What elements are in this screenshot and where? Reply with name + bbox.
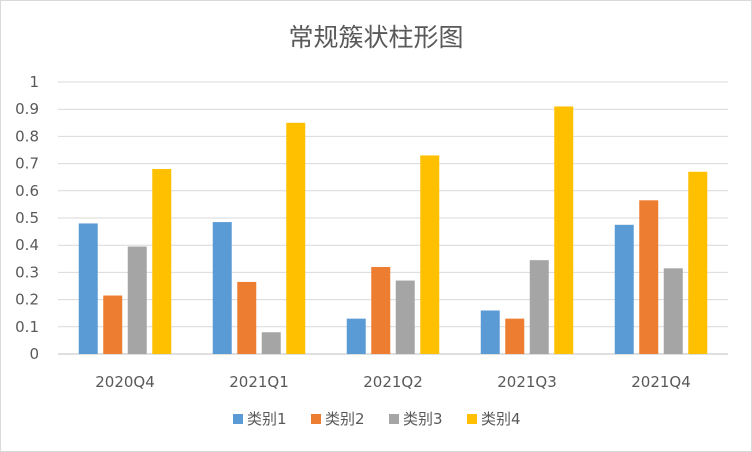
legend-swatch: [467, 414, 477, 424]
legend-label: 类别2: [325, 410, 365, 428]
y-tick-label: 0.4: [15, 236, 39, 254]
bar-2021Q1-类别3: [261, 332, 281, 354]
bar-2021Q4-类别3: [663, 268, 683, 354]
bar-2021Q4-类别2: [639, 200, 659, 354]
y-tick-label: 0.6: [15, 182, 39, 200]
bar-2021Q3-类别4: [554, 106, 574, 354]
bar-2021Q1-类别1: [212, 222, 232, 354]
x-tick-label: 2021Q3: [497, 373, 557, 391]
x-tick-label: 2021Q2: [363, 373, 423, 391]
bars: [78, 106, 708, 354]
bar-2020Q4-类别1: [78, 223, 98, 354]
x-tick-label: 2021Q4: [631, 373, 691, 391]
legend-label: 类别4: [481, 410, 521, 428]
chart-title: 常规簇状柱形图: [288, 23, 463, 52]
bar-2021Q2-类别2: [371, 266, 391, 354]
bar-2020Q4-类别3: [127, 246, 147, 354]
x-tick-label: 2020Q4: [95, 373, 155, 391]
legend: 类别1 类别2 类别3 类别4: [233, 410, 521, 428]
bar-2021Q2-类别4: [420, 155, 440, 354]
x-tick-label: 2021Q1: [229, 373, 289, 391]
legend-label: 类别3: [403, 410, 443, 428]
bar-2021Q4-类别4: [688, 171, 708, 354]
x-axis-ticks: 2020Q4 2021Q1 2021Q2 2021Q3 2021Q4: [95, 373, 691, 391]
y-tick-label: 0.9: [15, 100, 39, 118]
y-tick-label: 0.7: [15, 155, 39, 173]
bar-2021Q2-类别3: [395, 280, 415, 354]
bar-2020Q4-类别2: [103, 295, 123, 354]
legend-swatch: [389, 414, 399, 424]
y-tick-label: 0.5: [15, 209, 39, 227]
bar-2021Q3-类别1: [480, 310, 500, 354]
y-tick-label: 1: [29, 73, 39, 91]
y-tick-label: 0.8: [15, 127, 39, 145]
legend-swatch: [233, 414, 243, 424]
y-tick-label: 0: [29, 345, 39, 363]
bar-2021Q1-类别4: [286, 122, 306, 354]
bar-2021Q1-类别2: [237, 281, 257, 354]
bar-2021Q4-类别1: [614, 224, 634, 354]
y-tick-label: 0.1: [15, 318, 39, 336]
legend-label: 类别1: [247, 410, 287, 428]
bar-2021Q3-类别2: [505, 318, 525, 354]
y-tick-label: 0.2: [15, 291, 39, 309]
bar-2021Q3-类别3: [529, 260, 549, 354]
y-tick-label: 0.3: [15, 263, 39, 281]
legend-swatch: [311, 414, 321, 424]
bar-2021Q2-类别1: [346, 318, 366, 354]
y-axis-ticks: 0 0.1 0.2 0.3 0.4 0.5 0.6 0.7 0.8 0.9 1: [15, 73, 39, 363]
bar-2020Q4-类别4: [152, 169, 172, 354]
